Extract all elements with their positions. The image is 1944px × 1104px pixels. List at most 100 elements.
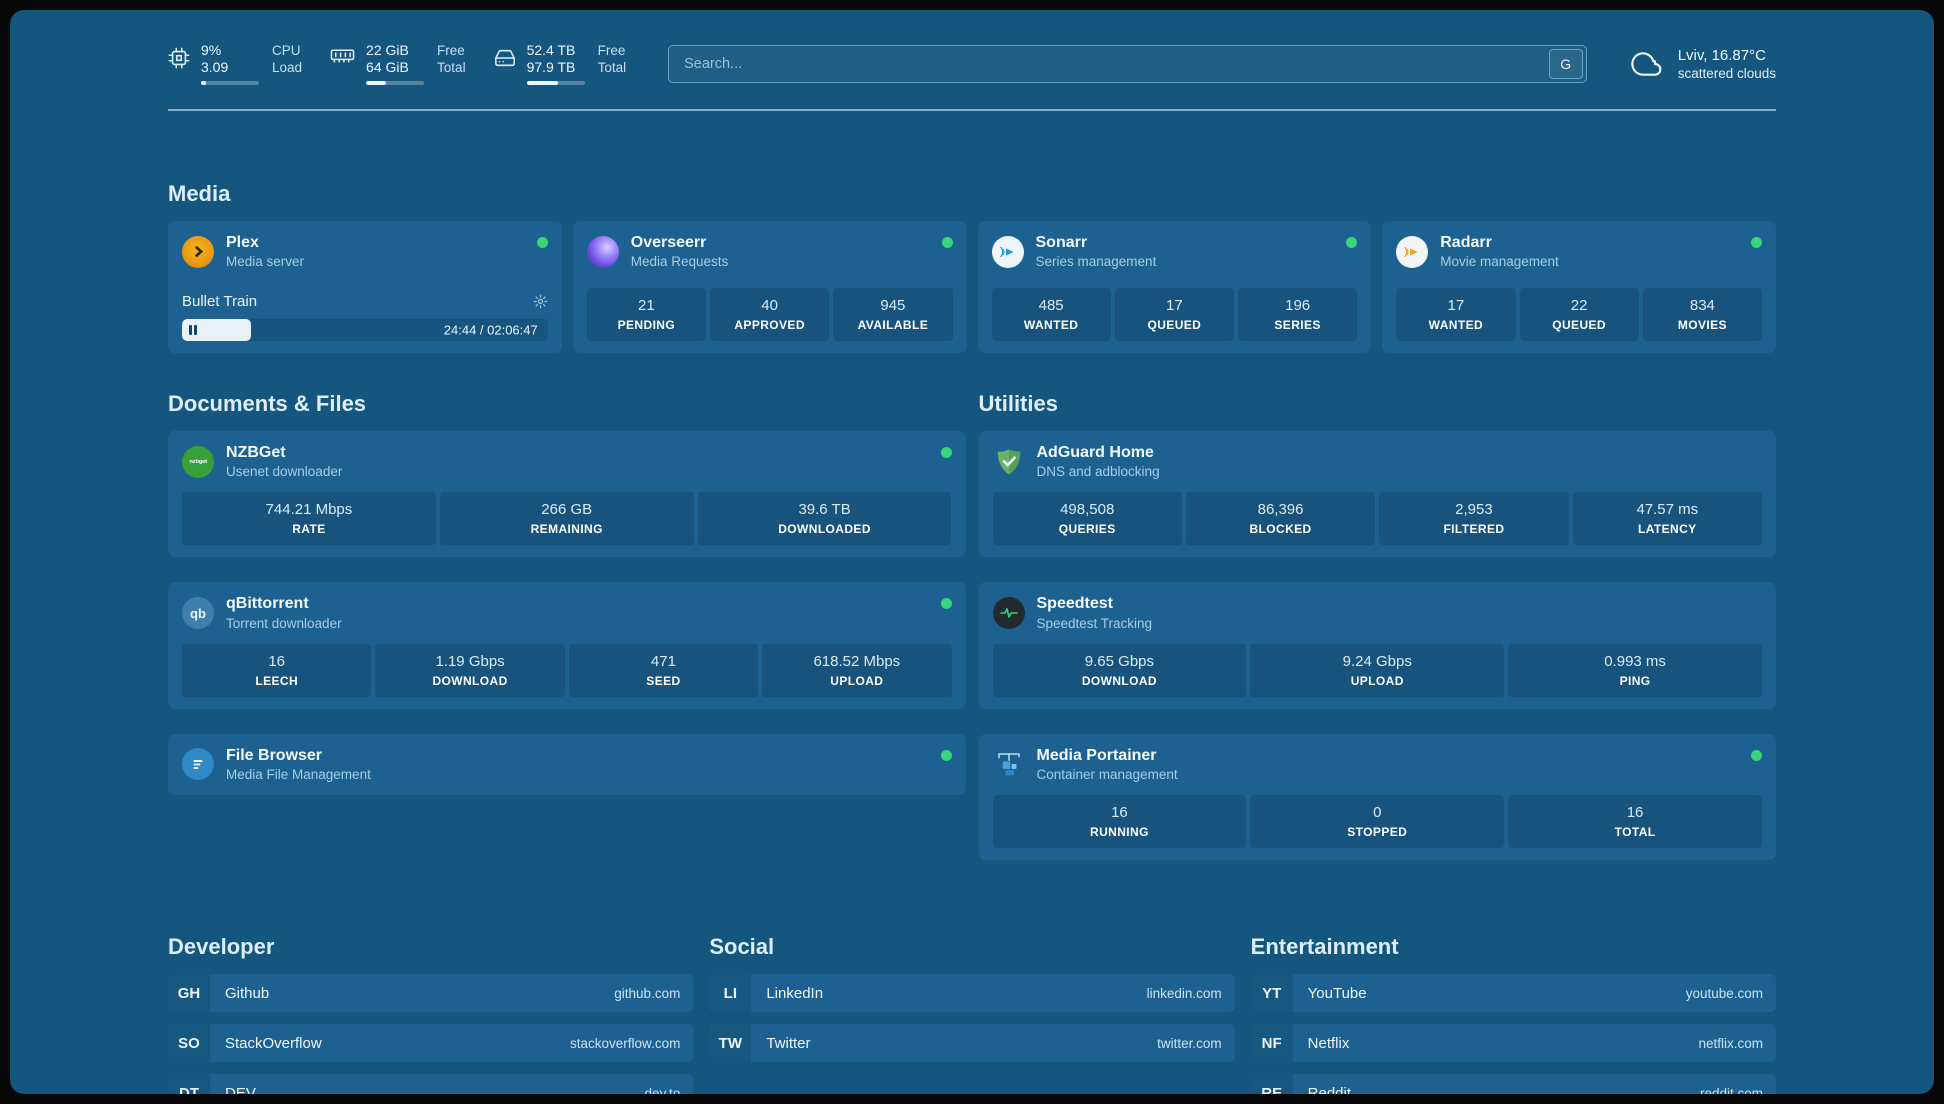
section-title-media: Media — [168, 181, 231, 206]
stat-value: 0.993 ms — [1604, 652, 1666, 670]
app-card-sonarr[interactable]: Sonarr Series management 485 WANTED 17 Q… — [977, 221, 1372, 353]
bookmark-url: stackoverflow.com — [570, 1035, 681, 1051]
section-title-utilities: Utilities — [978, 391, 1058, 416]
stat-value: 9.24 Gbps — [1342, 652, 1412, 670]
bookmark-youtube[interactable]: YT YouTube youtube.com — [1250, 974, 1776, 1013]
stat-label: LEECH — [255, 673, 299, 688]
bookmark-name: YouTube — [1307, 984, 1367, 1002]
stat-queued: 22 QUEUED — [1519, 288, 1639, 341]
app-description: Usenet downloader — [226, 464, 343, 480]
search-engine-button[interactable]: G — [1548, 48, 1583, 79]
stat-label: REMAINING — [530, 522, 603, 537]
stat-upload: 618.52 Mbps UPLOAD — [762, 643, 952, 697]
app-name: File Browser — [226, 746, 323, 764]
disk-total-value: 97.9 TB — [526, 59, 576, 75]
dashboard-page: 9% CPU 3.09 Load — [10, 10, 1934, 1094]
app-card-overseerr[interactable]: Overseerr Media Requests 21 PENDING 40 A… — [572, 221, 967, 353]
app-card-portainer[interactable]: Media Portainer Container management 16 … — [978, 733, 1776, 861]
section-social: Social LI LinkedIn linkedin.com TW Twitt… — [709, 934, 1235, 1094]
bookmark-url: youtube.com — [1685, 985, 1763, 1001]
section-utilities: Utilities — [978, 391, 1776, 861]
status-dot — [1751, 749, 1762, 761]
app-card-qbittorrent[interactable]: qb qBittorrent Torrent downloader 16 — [168, 582, 966, 709]
bookmark-dev[interactable]: DT DEV dev.to — [168, 1074, 694, 1094]
stat-value: 945 — [880, 297, 906, 314]
stat-approved: 40 APPROVED — [710, 288, 830, 341]
stat-value: 2,953 — [1455, 501, 1493, 519]
bookmark-icon-reddit: RE — [1250, 1074, 1293, 1094]
app-card-plex[interactable]: Plex Media server Bullet Train — [168, 221, 562, 353]
stat-value: 16 — [1111, 804, 1128, 822]
app-card-radarr[interactable]: Radarr Movie management 17 WANTED 22 QUE… — [1382, 221, 1776, 353]
weather-condition: scattered clouds — [1677, 65, 1776, 81]
stat-label: PING — [1619, 673, 1651, 688]
search-input[interactable] — [669, 45, 1546, 82]
bookmark-url: twitter.com — [1157, 1035, 1222, 1051]
stat-label: MOVIES — [1677, 318, 1727, 332]
stat-value: 39.6 TB — [798, 501, 851, 519]
stat-value: 16 — [1626, 804, 1644, 822]
bookmark-linkedin[interactable]: LI LinkedIn linkedin.com — [709, 974, 1235, 1013]
app-card-adguard[interactable]: AdGuard Home DNS and adblocking 498,508 … — [978, 431, 1776, 558]
stat-label: AVAILABLE — [857, 318, 929, 332]
playback-progress-fill — [182, 319, 252, 341]
section-title-documents: Documents & Files — [168, 391, 367, 416]
stat-value: 40 — [761, 297, 778, 314]
ram-widget: 22 GiB Free 64 GiB Total — [330, 42, 466, 85]
bookmark-url: dev.to — [644, 1085, 681, 1094]
bookmark-netflix[interactable]: NF Netflix netflix.com — [1250, 1024, 1776, 1063]
app-card-filebrowser[interactable]: File Browser Media File Management — [168, 733, 966, 796]
bookmark-github[interactable]: GH Github github.com — [168, 974, 694, 1013]
bookmark-name: DEV — [225, 1084, 256, 1094]
app-description: Speedtest Tracking — [1036, 615, 1153, 631]
stat-wanted: 485 WANTED — [991, 288, 1111, 341]
app-card-speedtest[interactable]: Speedtest Speedtest Tracking 9.65 Gbps D… — [978, 582, 1776, 709]
bookmark-stackoverflow[interactable]: SO StackOverflow stackoverflow.com — [168, 1024, 694, 1063]
bookmark-reddit[interactable]: RE Reddit reddit.com — [1250, 1074, 1776, 1094]
stat-running: 16 RUNNING — [992, 795, 1247, 849]
stat-label: QUEUED — [1552, 318, 1606, 332]
app-card-nzbget[interactable]: nzbget NZBGet Usenet downloader 744.21 M… — [168, 431, 966, 558]
nzbget-icon-label: nzbget — [189, 458, 207, 465]
stat-value: 22 — [1570, 297, 1588, 314]
stat-value: 0 — [1373, 804, 1382, 822]
stat-label: RATE — [292, 522, 326, 537]
section-documents: Documents & Files nzbget NZBGet Usenet d… — [168, 391, 966, 796]
stat-stopped: 0 STOPPED — [1250, 795, 1505, 849]
cpu-load-value: 3.09 — [201, 59, 229, 75]
cpu-widget: 9% CPU 3.09 Load — [168, 42, 302, 85]
stat-wanted: 17 WANTED — [1396, 288, 1516, 341]
stat-value: 744.21 Mbps — [265, 501, 353, 519]
bookmark-name: StackOverflow — [225, 1034, 322, 1052]
stat-label: LATENCY — [1638, 522, 1697, 537]
playback-time: 24:44 / 02:06:47 — [443, 322, 538, 338]
stat-value: 16 — [268, 652, 286, 670]
bookmark-twitter[interactable]: TW Twitter twitter.com — [709, 1024, 1235, 1063]
bookmark-url: linkedin.com — [1146, 985, 1222, 1001]
ram-icon — [330, 47, 355, 65]
ram-total-value: 64 GiB — [366, 59, 409, 75]
now-playing-title: Bullet Train — [182, 293, 258, 310]
stat-downloaded: 39.6 TB DOWNLOADED — [697, 492, 952, 546]
pause-icon[interactable] — [189, 325, 197, 335]
status-dot — [940, 749, 952, 761]
bookmark-icon-netflix: NF — [1250, 1024, 1293, 1063]
section-developer: Developer GH Github github.com SO StackO… — [168, 934, 694, 1094]
playback-progress-bar[interactable]: 24:44 / 02:06:47 — [182, 319, 548, 341]
portainer-icon — [993, 748, 1025, 780]
stat-download: 1.19 Gbps DOWNLOAD — [375, 643, 565, 697]
ram-free-value: 22 GiB — [366, 42, 409, 58]
stat-label: STOPPED — [1347, 825, 1408, 840]
gear-icon[interactable] — [533, 294, 548, 309]
stat-value: 9.65 Gbps — [1084, 652, 1155, 670]
top-bar: 9% CPU 3.09 Load — [168, 10, 1776, 109]
stat-filtered: 2,953 FILTERED — [1379, 492, 1569, 546]
qbittorrent-icon-label: qb — [190, 605, 206, 621]
stat-label: SEED — [646, 673, 681, 688]
stat-label: UPLOAD — [830, 673, 884, 688]
radarr-icon — [1396, 235, 1429, 268]
stat-available: 945 AVAILABLE — [833, 288, 953, 341]
app-description: DNS and adblocking — [1036, 464, 1160, 480]
stat-value: 21 — [638, 297, 655, 314]
stat-total: 16 TOTAL — [1508, 795, 1762, 849]
